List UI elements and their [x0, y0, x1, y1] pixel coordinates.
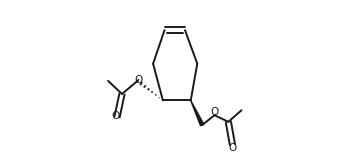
Text: O: O	[135, 75, 143, 85]
Text: O: O	[210, 107, 218, 117]
Text: O: O	[112, 111, 120, 121]
Polygon shape	[191, 100, 204, 126]
Text: O: O	[228, 143, 237, 153]
